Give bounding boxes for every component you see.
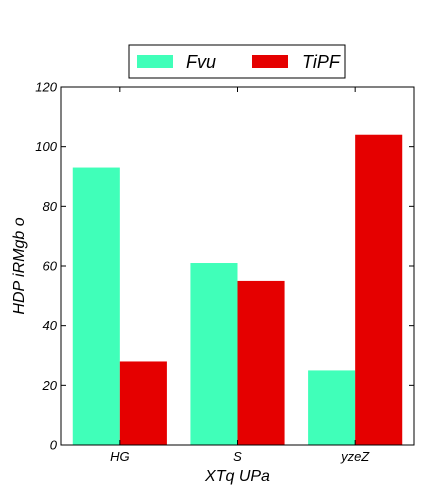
bar-tipf-s [237, 280, 285, 445]
y-tick-label: 40 [43, 318, 58, 333]
legend-label-fvu: Fvu [186, 52, 216, 72]
bar-fvu-hg [72, 167, 120, 446]
legend-frame [128, 44, 346, 79]
legend-label-tipf: TiPF [302, 52, 341, 72]
legend-swatch-tipf [252, 55, 288, 68]
bar-fvu-s [190, 263, 238, 445]
y-tick-label: 60 [43, 259, 58, 274]
y-tick-label: 80 [43, 199, 58, 214]
x-tick-label: yzeZ [340, 449, 370, 464]
y-tick-label: 0 [50, 438, 58, 453]
legend: Fvu TiPF [128, 44, 346, 79]
legend-swatch-fvu [137, 55, 173, 68]
y-tick-label: 120 [35, 80, 57, 95]
bars-group [72, 134, 403, 446]
y-tick-label: 100 [35, 139, 57, 154]
bar-tipf-yzez [355, 134, 403, 445]
x-tick-label: HG [110, 449, 130, 464]
bar-fvu-yzez [308, 370, 356, 445]
x-tick-label: S [233, 449, 242, 464]
bar-tipf-hg [119, 361, 167, 445]
y-axis-title: HDP iRMgb o [11, 217, 28, 314]
x-axis-title: XTq UPa [204, 468, 270, 485]
y-tick-label: 20 [42, 378, 58, 393]
